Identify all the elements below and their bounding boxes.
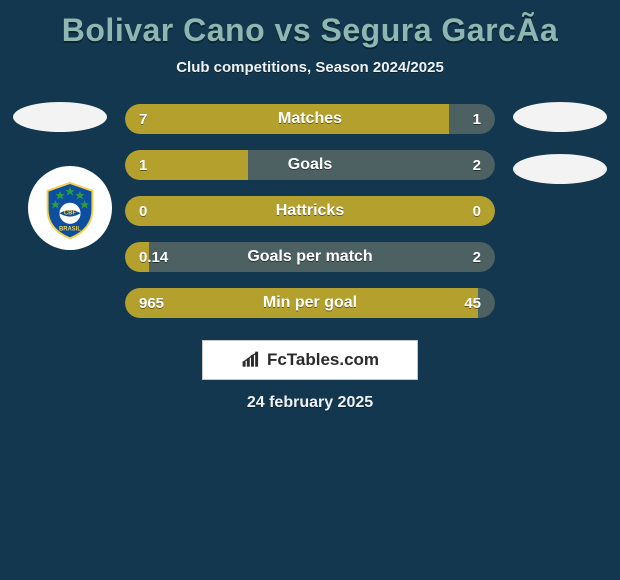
bar-fill	[125, 196, 495, 226]
bar-fill	[125, 104, 449, 134]
stat-row: Goals per match0.142	[125, 242, 495, 272]
player1-club-badge: CBF BRASIL	[28, 166, 112, 250]
bar-track	[125, 242, 495, 272]
player1-avatar-placeholder	[13, 102, 107, 132]
stat-row: Matches71	[125, 104, 495, 134]
stat-row: Hattricks00	[125, 196, 495, 226]
date-text: 24 february 2025	[0, 394, 620, 412]
subtitle: Club competitions, Season 2024/2025	[0, 59, 620, 76]
bar-fill	[125, 288, 478, 318]
chart-area: CBF BRASIL Matches71 Goals12 Hattricks00 Go…	[0, 104, 620, 318]
stat-row: Min per goal96545	[125, 288, 495, 318]
svg-text:CBF: CBF	[64, 211, 77, 217]
attribution-box: FcTables.com	[202, 340, 418, 380]
page-title: Bolivar Cano vs Segura GarcÃ­a	[0, 12, 620, 49]
bar-fill	[125, 242, 149, 272]
cbf-badge-icon: CBF BRASIL	[37, 175, 103, 241]
infographic: Bolivar Cano vs Segura GarcÃ­a Club comp…	[0, 0, 620, 580]
player2-club-placeholder	[513, 154, 607, 184]
bar-chart-icon	[241, 351, 261, 369]
player2-avatar-placeholder	[513, 102, 607, 132]
bar-fill	[125, 150, 248, 180]
stat-row: Goals12	[125, 150, 495, 180]
attribution-text: FcTables.com	[267, 350, 379, 370]
svg-text:BRASIL: BRASIL	[59, 226, 81, 232]
stat-bars: Matches71 Goals12 Hattricks00 Goals per mat…	[125, 104, 495, 318]
